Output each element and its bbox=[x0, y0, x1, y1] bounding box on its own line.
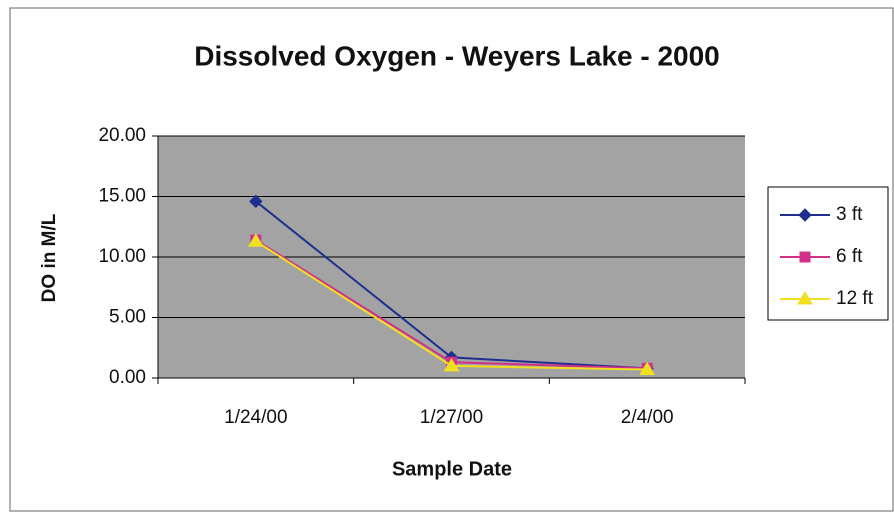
x-tick-label: 1/24/00 bbox=[224, 407, 287, 428]
legend-label: 6 ft bbox=[836, 246, 863, 267]
data-point bbox=[249, 194, 263, 209]
y-tick-label: 15.00 bbox=[98, 186, 146, 207]
y-tick-label: 20.00 bbox=[98, 125, 146, 146]
y-tick-label: 0.00 bbox=[109, 367, 146, 388]
legend-marker bbox=[798, 208, 812, 222]
y-axis-label: DO in M/L bbox=[39, 213, 60, 302]
x-tick-label: 1/27/00 bbox=[420, 407, 483, 428]
legend-marker bbox=[799, 251, 811, 263]
data-point bbox=[443, 357, 460, 372]
legend bbox=[767, 186, 889, 321]
data-point bbox=[247, 233, 264, 247]
legend-label: 3 ft bbox=[836, 204, 863, 225]
data-point bbox=[639, 361, 656, 376]
y-tick-label: 5.00 bbox=[109, 307, 146, 328]
chart-title: Dissolved Oxygen - Weyers Lake - 2000 bbox=[194, 40, 720, 71]
legend-marker bbox=[797, 291, 813, 305]
y-tick-label: 10.00 bbox=[98, 246, 146, 267]
x-axis-label: Sample Date bbox=[392, 458, 512, 480]
legend-label: 12 ft bbox=[836, 288, 874, 309]
x-tick-label: 2/4/00 bbox=[621, 407, 674, 428]
